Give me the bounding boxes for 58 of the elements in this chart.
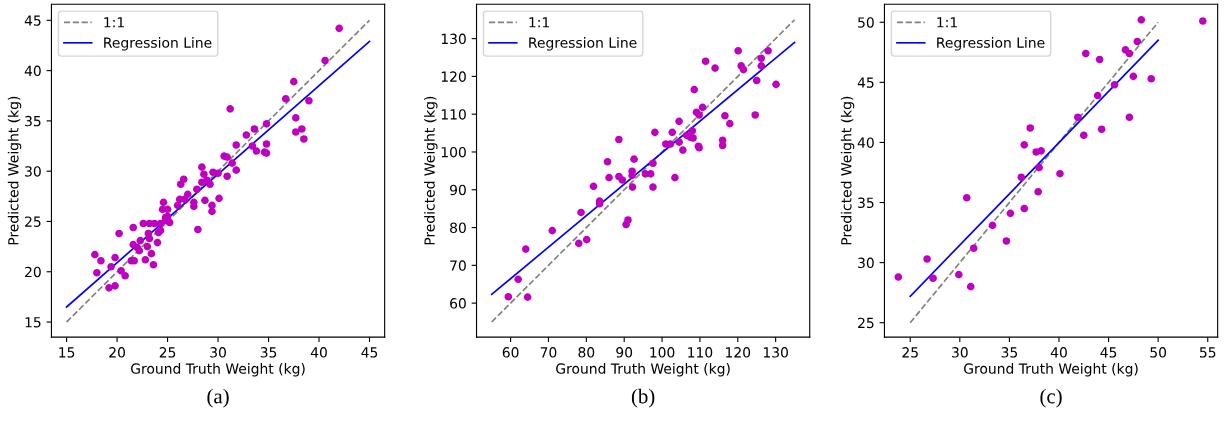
x-tick-label: 25 [902,347,918,358]
text: (a) [207,388,229,408]
y-tick-label: 25 [25,216,41,227]
y-tick-label: 30 [25,166,41,177]
y-tick-label: 20 [25,266,41,278]
y-tick-label: 40 [857,137,874,148]
legend-label: Regression Line [937,37,1045,51]
x-tick-label: 120 [726,347,751,358]
y-tick-label: 45 [857,77,874,88]
x-tick-label: 40 [310,347,327,358]
x-tick-label: 70 [540,347,557,358]
x-tick-label: 45 [361,347,378,358]
x-tick-label: 25 [159,347,176,358]
legend-label: 1:1 [937,17,957,28]
y-tick-label: 90 [450,184,466,196]
y-tick-label: 110 [441,109,466,120]
x-tick-label: 15 [59,347,75,358]
legend-label: Regression Line [104,37,212,51]
x-axis-title: Ground Truth Weight (kg) [131,363,305,377]
y-axis-title: Predicted Weight (kg) [424,96,438,245]
y-tick-label: 25 [858,317,874,329]
legend-label: 1:1 [529,17,549,28]
x-tick-label: 55 [1199,347,1216,358]
x-axis-title: Ground Truth Weight (kg) [556,363,730,377]
text: (c) [1040,388,1062,408]
y-tick-label: 45 [24,15,41,26]
y-tick-label: 30 [858,257,874,269]
text: (b) [631,388,655,408]
y-tick-label: 50 [858,17,874,28]
x-tick-label: 100 [650,347,675,358]
y-tick-label: 120 [441,71,466,82]
x-tick-label: 50 [1150,347,1167,358]
y-tick-label: 130 [441,33,466,45]
x-axis-title: Ground Truth Weight (kg) [964,363,1138,377]
x-tick-label: 45 [1100,347,1117,358]
y-tick-label: 35 [25,115,41,127]
x-tick-label: 130 [763,347,788,358]
x-tick-label: 90 [616,347,633,358]
y-tick-label: 70 [450,260,466,271]
legend-label: 1:1 [104,17,124,28]
x-tick-label: 20 [109,347,125,358]
y-tick-label: 40 [24,65,41,77]
legend-label: Regression Line [529,37,637,51]
x-tick-label: 80 [578,347,595,358]
x-tick-label: 40 [1050,347,1067,358]
y-axis-title: Predicted Weight (kg) [7,96,22,245]
y-tick-label: 100 [441,146,466,158]
x-tick-label: 35 [260,347,277,358]
y-tick-label: 60 [450,298,466,309]
y-tick-label: 15 [25,317,41,328]
y-tick-label: 80 [450,222,466,234]
x-tick-label: 30 [952,347,968,358]
x-tick-label: 110 [688,347,713,358]
y-axis-title: Predicted Weight (kg) [840,96,855,245]
x-tick-label: 60 [502,347,519,358]
x-tick-label: 30 [210,347,226,358]
x-tick-label: 35 [1001,347,1018,358]
y-tick-label: 35 [858,197,874,208]
